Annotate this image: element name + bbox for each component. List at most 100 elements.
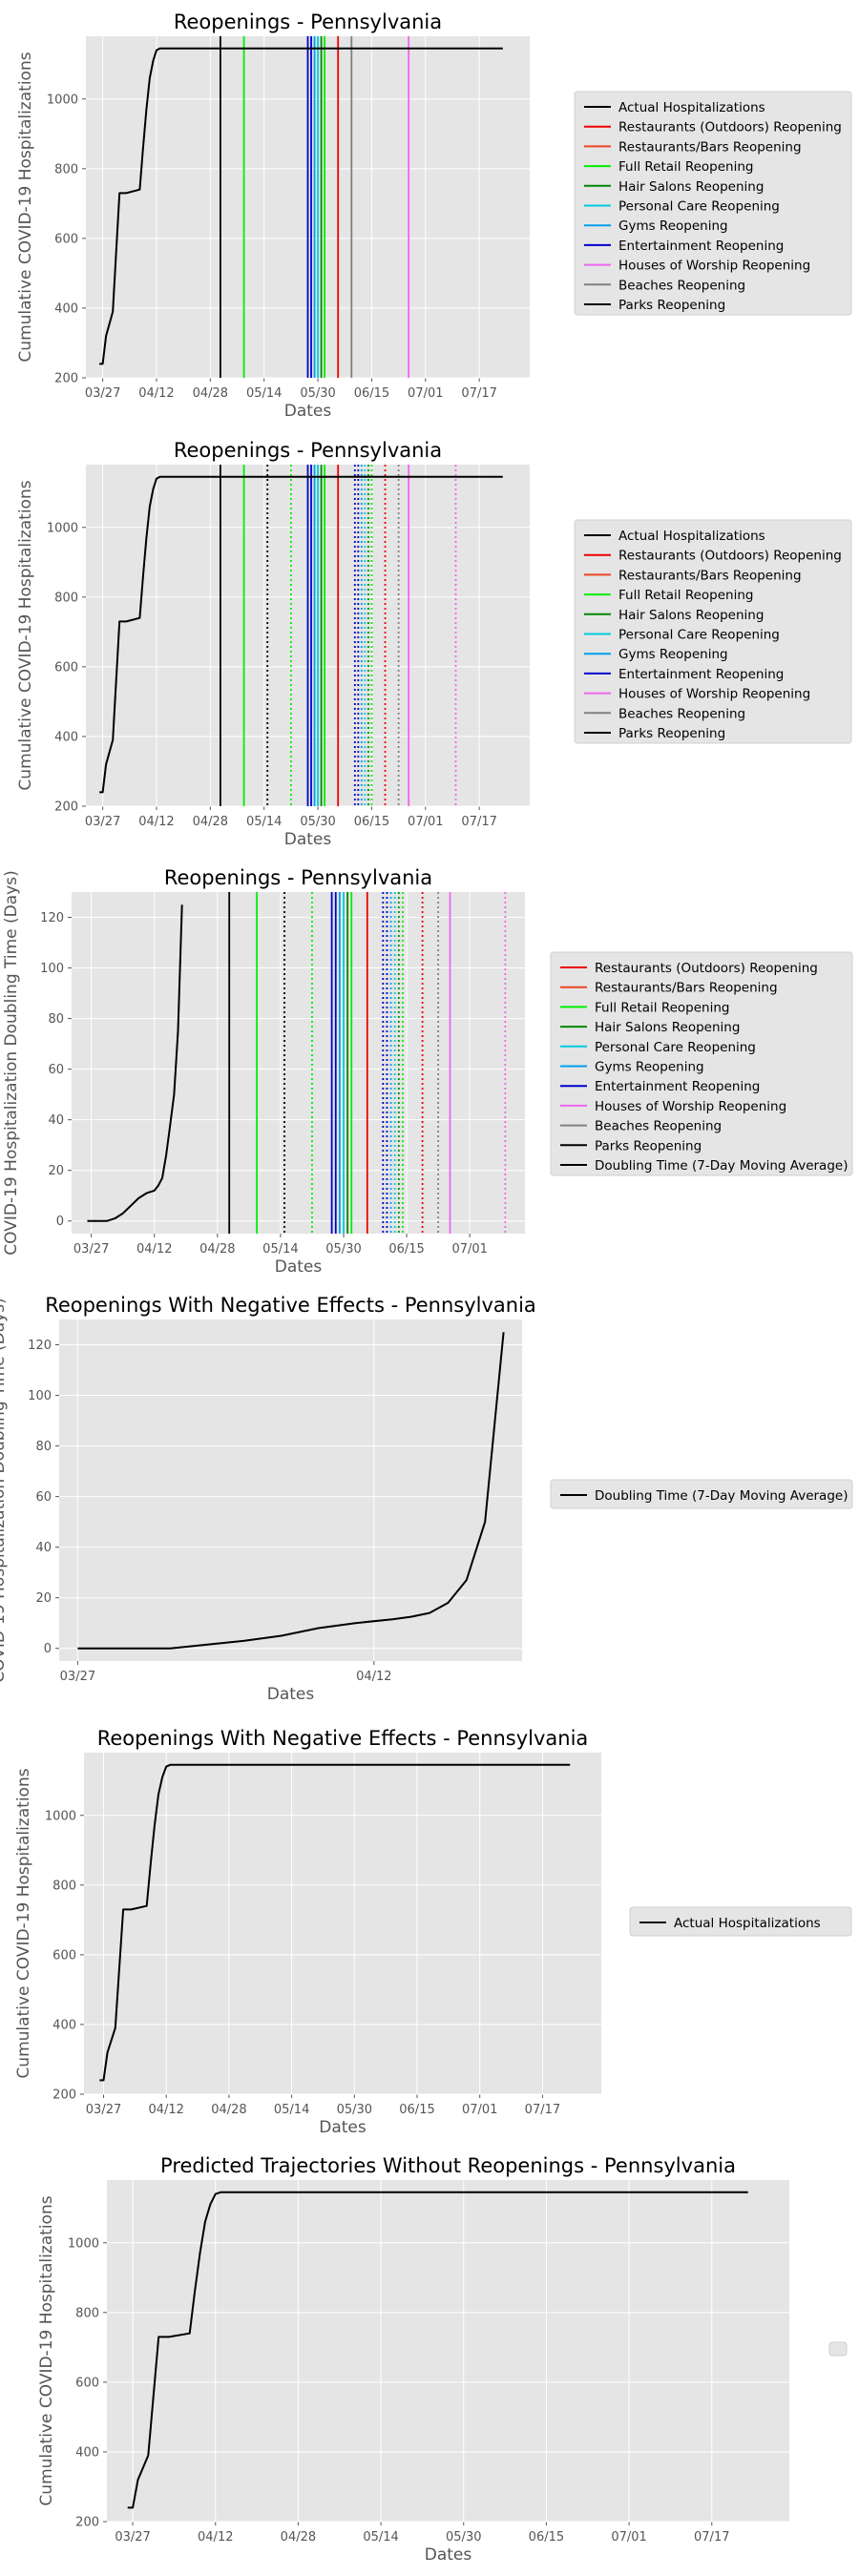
legend: Restaurants (Outdoors) Reopening Restaura… — [550, 951, 853, 1176]
x-tick-label: 06/15 — [529, 2530, 564, 2545]
y-tick-label: 200 — [54, 372, 78, 386]
x-tick-label: 03/27 — [85, 386, 120, 401]
x-tick-label: 03/27 — [73, 1242, 109, 1257]
y-tick-label: 400 — [54, 730, 78, 744]
legend: Doubling Time (7-Day Moving Average) — [550, 1479, 853, 1509]
legend-box — [550, 1479, 853, 1509]
chart-1: 03/27 04/12 04/28 05/14 05/30 06/15 07/01 07/17… — [16, 10, 852, 421]
y-tick-label: 80 — [48, 1012, 64, 1027]
x-axis-label: Dates — [284, 830, 332, 849]
y-tick-label: 600 — [52, 1948, 76, 1963]
x-tick-label: 07/01 — [462, 2103, 497, 2117]
y-tick-label: 80 — [35, 1440, 52, 1454]
x-tick-label: 04/12 — [136, 1242, 172, 1257]
y-tick-label: 200 — [75, 2516, 99, 2530]
x-tick-label: 04/12 — [356, 1670, 391, 1684]
legend-label: Beaches Reopening — [618, 706, 745, 721]
y-tick-label: 600 — [54, 232, 78, 246]
series-line-trajectory — [127, 2191, 748, 2509]
series-line-actual-hospitalizations — [99, 475, 503, 794]
legend — [828, 2341, 848, 2357]
legend-label: Hair Salons Reopening — [595, 1020, 740, 1035]
legend-label: Parks Reopening — [618, 726, 725, 741]
legend-label: Personal Care Reopening — [618, 199, 780, 215]
x-tick-label: 07/01 — [451, 1242, 487, 1257]
x-tick-label: 07/17 — [461, 386, 496, 401]
legend-label: Houses of Worship Reopening — [618, 687, 810, 702]
series-line-doubling-time-7-day-moving-average — [87, 904, 183, 1222]
legend-label: Actual Hospitalizations — [618, 529, 765, 544]
y-tick-label: 800 — [52, 1879, 76, 1893]
y-tick-label: 800 — [75, 2306, 99, 2320]
y-tick-label: 20 — [35, 1591, 52, 1606]
legend-label: Restaurants/Bars Reopening — [618, 568, 802, 583]
legend-label: Doubling Time (7-Day Moving Average) — [595, 1158, 848, 1174]
y-tick-label: 120 — [40, 911, 64, 925]
y-tick-label: 0 — [44, 1642, 52, 1656]
x-tick-label: 04/12 — [138, 386, 174, 401]
chart-title: Predicted Trajectories Without Reopening… — [160, 2154, 736, 2177]
x-tick-label: 07/01 — [611, 2530, 646, 2545]
chart-title: Reopenings - Pennsylvania — [174, 439, 442, 462]
x-tick-label: 05/14 — [262, 1242, 298, 1257]
x-tick-label: 03/27 — [85, 815, 120, 829]
y-tick-label: 400 — [52, 2018, 76, 2032]
legend-label: Restaurants (Outdoors) Reopening — [595, 961, 818, 976]
legend-label: Houses of Worship Reopening — [595, 1099, 786, 1114]
legend-label: Beaches Reopening — [595, 1119, 722, 1134]
x-tick-label: 04/28 — [193, 386, 228, 401]
x-tick-label: 05/30 — [300, 386, 335, 401]
y-axis-label: Cumulative COVID-19 Hospitalizations — [16, 52, 35, 362]
y-tick-label: 600 — [54, 660, 78, 675]
y-tick-label: 60 — [35, 1490, 52, 1505]
legend-label: Restaurants (Outdoors) Reopening — [618, 549, 842, 564]
legend: Actual Hospitalizations — [629, 1906, 852, 1937]
y-tick-label: 40 — [35, 1541, 52, 1555]
plot-area — [72, 892, 525, 1234]
x-tick-label: 05/14 — [246, 386, 282, 401]
legend-label: Hair Salons Reopening — [618, 179, 764, 195]
legend-box — [828, 2341, 848, 2357]
x-tick-label: 05/14 — [274, 2103, 309, 2117]
legend-label: Full Retail Reopening — [618, 588, 753, 603]
legend-label: Actual Hospitalizations — [618, 100, 765, 115]
plot-area — [59, 1319, 522, 1661]
legend-label: Entertainment Reopening — [595, 1079, 760, 1094]
x-tick-label: 06/15 — [399, 2103, 434, 2117]
legend-label: Houses of Worship Reopening — [618, 259, 810, 274]
legend-label: Beaches Reopening — [618, 278, 745, 293]
x-tick-label: 05/14 — [363, 2530, 398, 2545]
x-axis-label: Dates — [284, 402, 332, 421]
x-tick-label: 07/17 — [461, 815, 496, 829]
plot-area — [107, 2180, 789, 2522]
legend-label: Actual Hospitalizations — [674, 1916, 821, 1931]
chart-title: Reopenings With Negative Effects - Penns… — [97, 1727, 589, 1750]
y-tick-label: 600 — [75, 2376, 99, 2390]
legend-label: Gyms Reopening — [618, 647, 728, 662]
x-tick-label: 07/01 — [408, 815, 443, 829]
legend-label: Full Retail Reopening — [618, 159, 753, 175]
legend-label: Personal Care Reopening — [595, 1040, 756, 1055]
x-tick-label: 06/15 — [354, 815, 389, 829]
legend: Actual Hospitalizations Restaurants (Outd… — [574, 519, 852, 744]
legend: Actual Hospitalizations Restaurants (Outd… — [574, 91, 852, 316]
x-tick-label: 05/30 — [337, 2103, 372, 2117]
y-tick-label: 120 — [28, 1339, 52, 1353]
legend-label: Restaurants (Outdoors) Reopening — [618, 120, 842, 135]
legend-label: Personal Care Reopening — [618, 628, 780, 643]
y-axis-label: Cumulative COVID-19 Hospitalizations — [14, 1768, 33, 2078]
y-tick-label: 40 — [48, 1113, 64, 1128]
x-tick-label: 04/12 — [148, 2103, 183, 2117]
y-tick-label: 200 — [54, 800, 78, 815]
x-axis-label: Dates — [319, 2118, 367, 2137]
y-tick-label: 1000 — [47, 93, 78, 107]
y-axis-label: COVID-19 Hospitalization Doubling Time (… — [2, 870, 21, 1255]
chart-title: Reopenings - Pennsylvania — [164, 866, 432, 889]
y-tick-label: 1000 — [47, 521, 78, 535]
legend-box — [629, 1906, 852, 1937]
chart-6: 03/27 04/12 04/28 05/14 05/30 06/15 07/01 07/17… — [37, 2154, 848, 2565]
x-tick-label: 07/17 — [694, 2530, 729, 2545]
y-tick-label: 60 — [48, 1063, 64, 1077]
y-tick-label: 1000 — [68, 2236, 99, 2251]
y-tick-label: 0 — [56, 1215, 64, 1229]
